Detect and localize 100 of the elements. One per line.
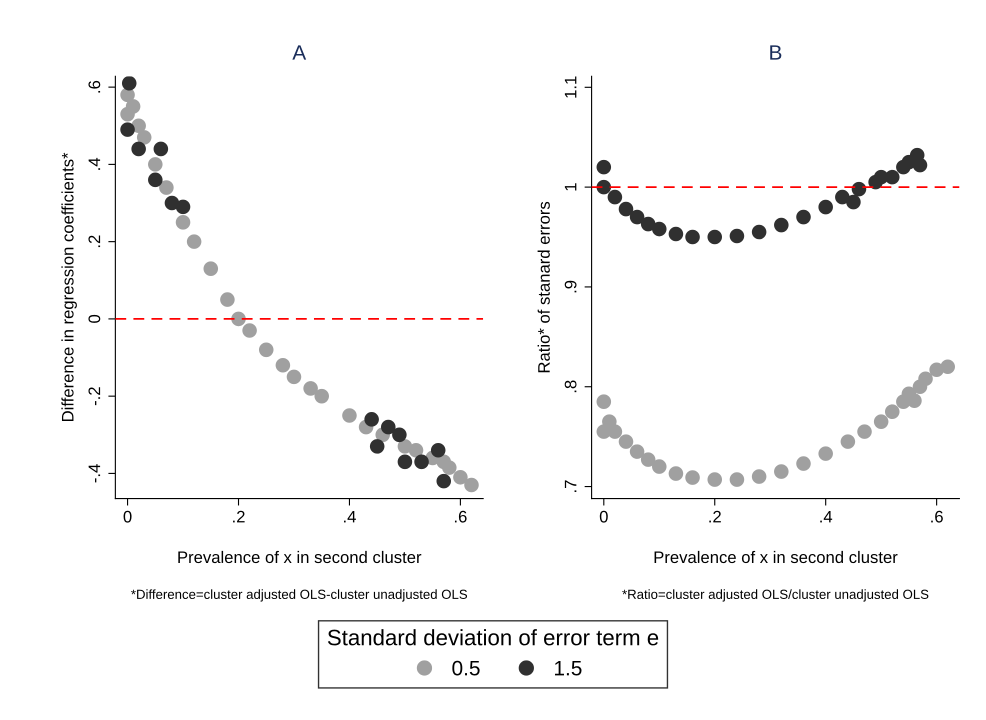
x-tick-label: 0	[600, 510, 608, 523]
point	[370, 439, 384, 454]
x-tick-label: .6	[454, 510, 467, 523]
text: *Difference=cluster adjusted OLS-cluster unadjusted OLS	[131, 589, 468, 602]
point	[186, 234, 202, 249]
point	[122, 76, 137, 91]
point	[159, 180, 174, 195]
point	[752, 224, 766, 240]
point	[796, 456, 811, 471]
y-tick-label: -.2	[88, 387, 100, 406]
point	[685, 230, 700, 244]
point	[436, 474, 452, 488]
point	[835, 190, 850, 204]
x-tick-label: .4	[344, 510, 356, 522]
point	[430, 442, 446, 458]
point	[730, 228, 744, 244]
legend-title: Standard deviation of error term e	[328, 629, 658, 646]
point	[640, 452, 656, 467]
point	[874, 414, 888, 429]
point	[342, 408, 357, 423]
point	[120, 122, 135, 137]
point	[398, 454, 412, 470]
chart-title: A	[292, 45, 306, 60]
point	[608, 424, 622, 439]
point	[258, 342, 274, 358]
point	[940, 359, 956, 374]
x-tick-label: .6	[931, 510, 943, 523]
point	[148, 172, 163, 188]
point	[668, 466, 684, 481]
point	[148, 157, 163, 172]
point	[596, 394, 612, 409]
y-axis-title: Ratio* of stanard errors	[538, 202, 550, 372]
point	[164, 196, 180, 210]
point	[618, 202, 634, 216]
point	[640, 216, 656, 232]
point	[276, 358, 290, 373]
y-tick-label: .4	[88, 158, 100, 170]
y-tick-label: 0	[88, 314, 100, 323]
point	[852, 182, 866, 196]
y-tick-label: 1	[564, 183, 576, 190]
y-tick-label: 1.1	[564, 76, 576, 98]
point	[818, 446, 833, 461]
point	[707, 472, 722, 487]
point	[630, 210, 644, 224]
point	[907, 393, 922, 408]
point	[846, 194, 861, 210]
point	[364, 412, 379, 427]
point	[414, 454, 429, 470]
point	[314, 388, 329, 404]
point	[818, 200, 833, 214]
y-tick-label: .9	[564, 280, 576, 292]
point	[652, 222, 667, 236]
point	[685, 470, 700, 485]
text: *Ratio=cluster adjusted OLS/cluster unadjusted OLS	[622, 589, 928, 602]
point	[408, 442, 424, 458]
point	[668, 226, 684, 242]
point	[392, 428, 407, 442]
y-tick-label: .8	[564, 380, 576, 392]
point	[774, 464, 789, 479]
point	[618, 434, 634, 449]
point	[596, 160, 612, 174]
point	[286, 370, 302, 384]
point	[752, 469, 766, 484]
point	[220, 292, 235, 307]
point	[630, 444, 644, 459]
point	[608, 190, 622, 204]
y-tick-label: .7	[564, 480, 576, 492]
point	[884, 404, 900, 419]
point	[442, 460, 457, 475]
x-tick-label: .2	[709, 510, 721, 522]
point	[136, 130, 152, 145]
point	[730, 472, 744, 487]
legend-label: 0.5	[452, 660, 480, 676]
y-tick-label: -.4	[88, 464, 100, 482]
point	[453, 470, 468, 485]
x-tick-label: 0	[124, 510, 132, 523]
y-tick-label: .2	[88, 236, 100, 248]
x-axis-title: Prevalence of x in second cluster	[654, 550, 898, 564]
point	[203, 261, 218, 276]
point	[464, 478, 479, 492]
x-axis-title: Prevalence of x in second cluster	[178, 550, 422, 564]
point	[381, 420, 396, 434]
point	[154, 142, 168, 156]
point	[242, 323, 257, 338]
chart-title: B	[770, 45, 782, 60]
y-axis-title: Difference in regression coefficients*	[61, 152, 77, 422]
x-tick-label: .2	[233, 510, 245, 522]
point	[884, 170, 900, 184]
point	[126, 99, 140, 114]
point	[652, 459, 667, 474]
point	[918, 371, 933, 386]
point	[840, 434, 856, 449]
x-tick-label: .4	[820, 510, 832, 522]
point	[707, 230, 722, 244]
legend-label: 1.5	[555, 660, 582, 676]
point	[857, 424, 872, 439]
point	[131, 142, 146, 156]
point	[303, 381, 318, 396]
point	[774, 218, 789, 232]
y-tick-label: .6	[88, 80, 100, 93]
